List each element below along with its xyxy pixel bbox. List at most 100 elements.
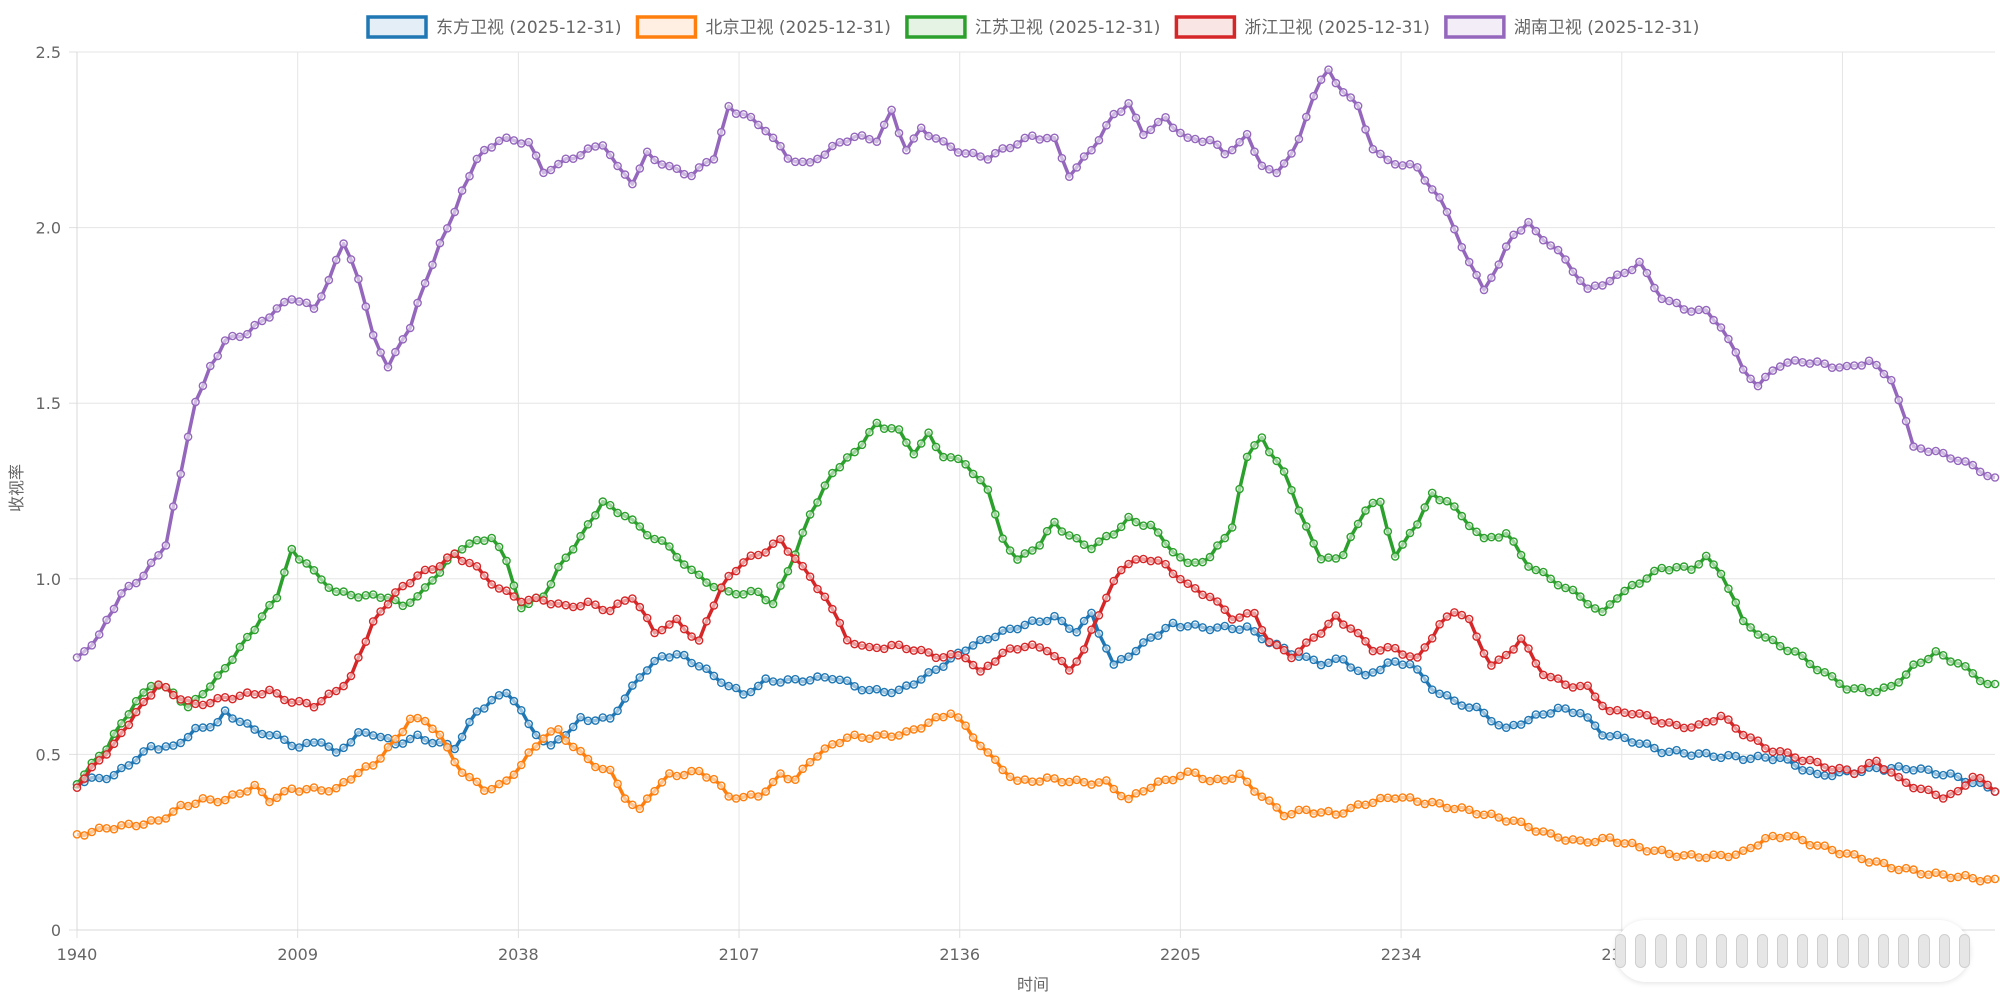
data-point[interactable] xyxy=(1753,841,1763,850)
data-point[interactable] xyxy=(1516,226,1526,235)
data-point[interactable] xyxy=(346,775,356,784)
data-point[interactable] xyxy=(1427,185,1437,194)
data-point[interactable] xyxy=(1250,787,1259,796)
data-point[interactable] xyxy=(1501,817,1511,826)
data-point[interactable] xyxy=(1635,739,1644,749)
data-point[interactable] xyxy=(1042,133,1052,143)
data-point[interactable] xyxy=(1835,849,1844,859)
data-point[interactable] xyxy=(1716,569,1726,579)
data-point[interactable] xyxy=(272,593,282,603)
data-point[interactable] xyxy=(1805,840,1815,850)
data-point[interactable] xyxy=(1746,843,1755,853)
data-point[interactable] xyxy=(294,743,304,752)
data-point[interactable] xyxy=(1553,674,1563,683)
data-point[interactable] xyxy=(1664,296,1674,306)
data-point[interactable] xyxy=(1376,149,1385,159)
data-point[interactable] xyxy=(1413,162,1422,172)
data-point[interactable] xyxy=(242,329,252,339)
data-point[interactable] xyxy=(1346,532,1355,542)
data-point[interactable] xyxy=(213,717,222,727)
data-point[interactable] xyxy=(1005,624,1015,634)
data-point[interactable] xyxy=(739,690,748,699)
data-point[interactable] xyxy=(754,550,763,560)
data-point[interactable] xyxy=(872,643,882,653)
data-point[interactable] xyxy=(1383,793,1393,803)
data-point[interactable] xyxy=(879,120,889,130)
data-point[interactable] xyxy=(1820,359,1829,369)
data-point[interactable] xyxy=(80,831,89,840)
data-point[interactable] xyxy=(1516,817,1526,827)
data-point[interactable] xyxy=(1968,669,1978,678)
data-point[interactable] xyxy=(250,725,259,734)
data-point[interactable] xyxy=(1775,641,1785,651)
data-point[interactable] xyxy=(294,787,304,796)
data-point[interactable] xyxy=(679,560,689,569)
data-point[interactable] xyxy=(1494,655,1504,665)
data-point[interactable] xyxy=(931,653,941,663)
data-point[interactable] xyxy=(709,774,719,784)
data-point[interactable] xyxy=(1790,753,1800,762)
data-point[interactable] xyxy=(1583,713,1592,722)
data-point[interactable] xyxy=(798,561,808,571)
data-point[interactable] xyxy=(865,427,874,437)
data-point[interactable] xyxy=(198,689,208,699)
data-point[interactable] xyxy=(1190,134,1200,144)
data-point[interactable] xyxy=(702,578,711,587)
data-point[interactable] xyxy=(1213,774,1222,784)
data-point[interactable] xyxy=(902,438,911,447)
data-point[interactable] xyxy=(1524,644,1533,653)
data-point[interactable] xyxy=(554,562,563,572)
data-point[interactable] xyxy=(1435,689,1444,699)
data-point[interactable] xyxy=(465,717,474,727)
data-point[interactable] xyxy=(405,714,415,724)
data-point[interactable] xyxy=(835,462,845,472)
data-point[interactable] xyxy=(983,634,993,644)
data-point[interactable] xyxy=(1746,374,1755,384)
data-point[interactable] xyxy=(1516,720,1526,729)
data-point[interactable] xyxy=(1131,555,1141,564)
data-point[interactable] xyxy=(1094,537,1104,546)
data-point[interactable] xyxy=(1072,533,1081,543)
data-point[interactable] xyxy=(1442,803,1452,813)
data-point[interactable] xyxy=(361,762,371,771)
data-point[interactable] xyxy=(117,589,126,598)
data-point[interactable] xyxy=(1657,719,1667,728)
data-point[interactable] xyxy=(1013,624,1022,634)
data-point[interactable] xyxy=(235,691,245,701)
data-point[interactable] xyxy=(1672,852,1681,862)
data-point[interactable] xyxy=(494,542,504,552)
data-point[interactable] xyxy=(1494,720,1504,730)
data-point[interactable] xyxy=(1613,730,1622,740)
data-point[interactable] xyxy=(1361,800,1370,810)
data-point[interactable] xyxy=(1390,552,1400,561)
data-point[interactable] xyxy=(420,716,430,726)
data-point[interactable] xyxy=(576,746,585,756)
data-point[interactable] xyxy=(494,779,504,789)
data-point[interactable] xyxy=(1598,701,1607,711)
data-point[interactable] xyxy=(1124,512,1133,522)
data-point[interactable] xyxy=(672,552,682,562)
data-point[interactable] xyxy=(1613,705,1622,715)
data-point[interactable] xyxy=(761,787,771,796)
data-point[interactable] xyxy=(1605,833,1615,842)
data-point[interactable] xyxy=(953,713,963,722)
data-point[interactable] xyxy=(1901,863,1911,873)
data-point[interactable] xyxy=(761,595,771,605)
data-point[interactable] xyxy=(1124,652,1133,662)
data-point[interactable] xyxy=(376,732,385,742)
data-point[interactable] xyxy=(968,733,978,742)
data-point[interactable] xyxy=(961,459,970,469)
data-point[interactable] xyxy=(1813,769,1822,779)
data-point[interactable] xyxy=(931,134,941,143)
data-point[interactable] xyxy=(1427,634,1437,643)
data-point[interactable] xyxy=(1139,638,1148,647)
data-point[interactable] xyxy=(835,618,845,628)
data-point[interactable] xyxy=(1650,566,1659,576)
data-point[interactable] xyxy=(1857,854,1866,864)
data-point[interactable] xyxy=(672,614,682,624)
data-point[interactable] xyxy=(1724,852,1733,862)
data-point[interactable] xyxy=(1176,574,1185,584)
data-point[interactable] xyxy=(1331,554,1341,563)
data-point[interactable] xyxy=(702,773,711,782)
data-point[interactable] xyxy=(1176,128,1185,138)
